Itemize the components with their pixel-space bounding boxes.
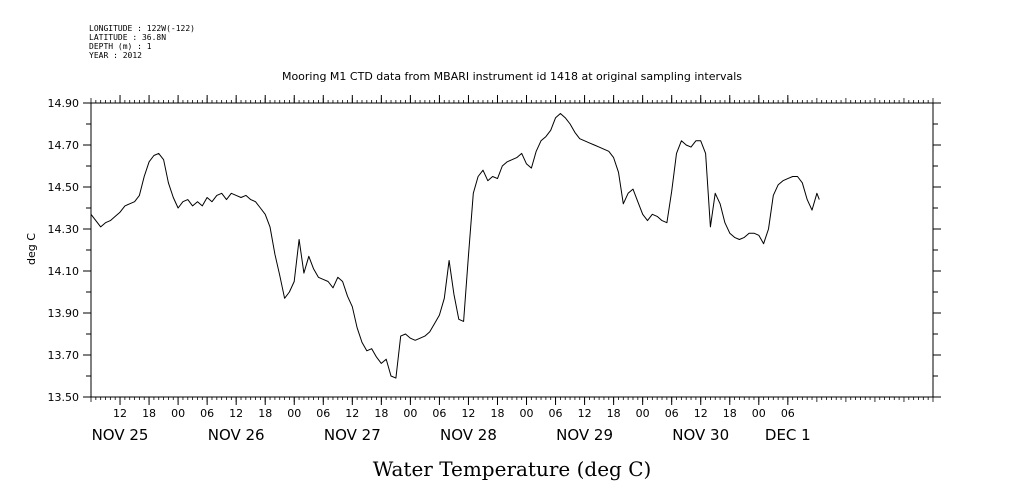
- header-meta: LONGITUDE : 122W(-122) LATITUDE : 36.8N …: [89, 24, 195, 60]
- plot-frame: [90, 102, 934, 398]
- y-axis: 13.50 13.70 13.90 14.10 14.30 14.50 14.70 14.90: [48, 97, 941, 404]
- series-layer: [90, 113, 820, 379]
- meta-depth: DEPTH (m) : 1: [89, 42, 152, 51]
- chart-title: Mooring M1 CTD data from MBARI instrumen…: [282, 70, 742, 83]
- x-tick-label: 12: [578, 407, 592, 420]
- x-tick-label: 06: [549, 407, 563, 420]
- y-tick-label: 14.30: [48, 223, 80, 236]
- x-tick-label: 12: [113, 407, 127, 420]
- x-tick-label: 18: [374, 407, 388, 420]
- x-tick-label: 00: [403, 407, 417, 420]
- x-tick-label: 00: [752, 407, 766, 420]
- x-tick-label: 06: [200, 407, 214, 420]
- x-tick-label: 00: [636, 407, 650, 420]
- x-day-label: NOV 28: [440, 426, 497, 444]
- y-axis-label: deg C: [25, 233, 38, 265]
- x-tick-label: 12: [694, 407, 708, 420]
- x-tick-label: 00: [520, 407, 534, 420]
- y-tick-label: 13.90: [48, 307, 80, 320]
- x-day-label: NOV 27: [324, 426, 381, 444]
- x-tick-label: 18: [723, 407, 737, 420]
- x-axis-label: Water Temperature (deg C): [373, 457, 652, 481]
- x-day-label: NOV 26: [208, 426, 265, 444]
- x-tick-label: 06: [665, 407, 679, 420]
- x-tick-label: 00: [171, 407, 185, 420]
- x-tick-label: 12: [345, 407, 359, 420]
- series-line: [90, 113, 820, 379]
- x-day-label: NOV 30: [672, 426, 729, 444]
- x-tick-label: 06: [781, 407, 795, 420]
- y-tick-label: 14.50: [48, 181, 80, 194]
- x-tick-label: 12: [461, 407, 475, 420]
- y-tick-label: 14.10: [48, 265, 80, 278]
- x-tick-label: 18: [490, 407, 504, 420]
- x-day-label: NOV 29: [556, 426, 613, 444]
- meta-latitude: LATITUDE : 36.8N: [89, 33, 166, 42]
- x-tick-label: 18: [258, 407, 272, 420]
- y-tick-label: 13.50: [48, 391, 80, 404]
- x-tick-label: 00: [287, 407, 301, 420]
- y-tick-label: 13.70: [48, 349, 80, 362]
- x-tick-label: 06: [432, 407, 446, 420]
- meta-longitude: LONGITUDE : 122W(-122): [89, 24, 195, 33]
- y-tick-label: 14.70: [48, 139, 80, 152]
- x-day-label: DEC 1: [765, 426, 811, 444]
- x-tick-label: 12: [229, 407, 243, 420]
- x-axis: 12 18 00 06 12 18 00 06 12 18 00 06 12 18 00 06 12 18 00 06…: [90, 95, 934, 444]
- x-tick-label: 06: [316, 407, 330, 420]
- x-tick-label: 18: [142, 407, 156, 420]
- meta-year: YEAR : 2012: [89, 51, 142, 60]
- x-tick-label: 18: [607, 407, 621, 420]
- x-day-label: NOV 25: [92, 426, 149, 444]
- y-tick-label: 14.90: [48, 97, 80, 110]
